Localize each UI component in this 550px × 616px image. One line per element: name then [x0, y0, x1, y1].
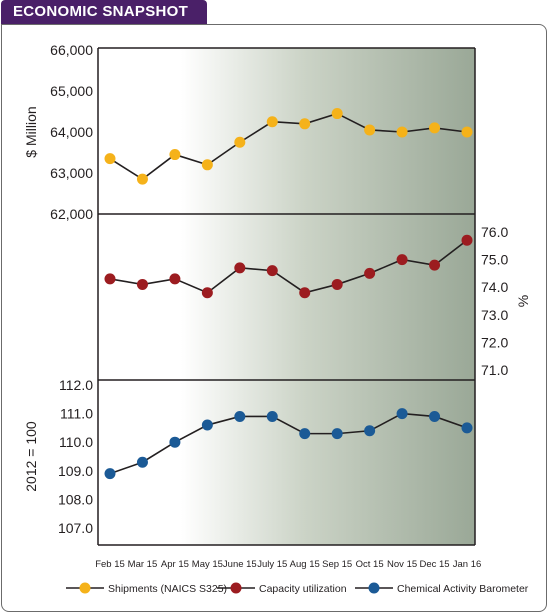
- shipments-data-point: [234, 136, 246, 148]
- shipments-data-point: [331, 108, 343, 120]
- capacity-data-point: [331, 278, 343, 290]
- cab-data-point: [201, 419, 213, 431]
- x-tick-label: June 15: [223, 559, 257, 570]
- legend-label: Capacity utilization: [259, 583, 347, 595]
- shipments-data-point: [461, 126, 473, 138]
- cab-data-point: [461, 422, 473, 434]
- cab-data-point: [266, 410, 278, 422]
- cab-data-point: [169, 436, 181, 448]
- x-tick-label: Mar 15: [128, 559, 158, 570]
- shipments-tick-label: 62,000: [50, 206, 93, 222]
- cab-data-point: [364, 425, 376, 437]
- cab-data-point: [299, 428, 311, 440]
- cab-tick-label: 112.0: [59, 377, 93, 393]
- x-tick-label: Jan 16: [453, 559, 482, 570]
- shipments-data-point: [299, 118, 311, 130]
- cab-tick-label: 109.0: [58, 463, 93, 479]
- cab-data-point: [234, 410, 246, 422]
- shipments-data-point: [136, 173, 148, 185]
- x-tick-label: Aug 15: [290, 559, 320, 570]
- shipments-data-point: [266, 116, 278, 128]
- x-tick-label: Nov 15: [387, 559, 417, 570]
- cab-data-point: [429, 410, 441, 422]
- cab-data-point: [331, 428, 343, 440]
- capacity-tick-label: 73.0: [481, 307, 508, 323]
- shipments-tick-label: 64,000: [50, 124, 93, 140]
- x-tick-label: July 15: [257, 559, 287, 570]
- x-tick-label: Feb 15: [95, 559, 125, 570]
- capacity-data-point: [136, 278, 148, 290]
- shipments-axis-label: $ Million: [23, 106, 39, 157]
- shipments-data-point: [169, 149, 181, 161]
- legend-label: Shipments (NAICS S325): [108, 583, 227, 595]
- shipments-data-point: [364, 124, 376, 136]
- shipments-tick-label: 65,000: [50, 83, 93, 99]
- cab-tick-label: 107.0: [58, 520, 93, 536]
- cab-data-point: [104, 468, 116, 480]
- cab-data-point: [136, 456, 148, 468]
- capacity-data-point: [201, 287, 213, 299]
- capacity-tick-label: 74.0: [481, 279, 508, 295]
- capacity-data-point: [104, 273, 116, 285]
- cab-tick-label: 110.0: [59, 434, 93, 450]
- x-tick-label: Sep 15: [322, 559, 352, 570]
- legend-label: Chemical Activity Barometer: [397, 583, 529, 595]
- capacity-data-point: [299, 287, 311, 299]
- shipments-tick-label: 66,000: [50, 42, 93, 58]
- x-tick-label: Apr 15: [161, 559, 189, 570]
- capacity-axis-label: %: [515, 295, 531, 307]
- cab-tick-label: 111.0: [60, 406, 93, 422]
- x-tick-label: May 15: [192, 559, 223, 570]
- capacity-data-point: [266, 265, 278, 277]
- shipments-data-point: [396, 126, 408, 138]
- shipments-data-point: [104, 153, 116, 165]
- page-title: ECONOMIC SNAPSHOT: [13, 3, 189, 20]
- capacity-data-point: [364, 267, 376, 279]
- capacity-data-point: [396, 254, 408, 266]
- header-tab: ECONOMIC SNAPSHOT: [1, 0, 207, 24]
- capacity-tick-label: 72.0: [481, 334, 508, 350]
- x-tick-label: Oct 15: [356, 559, 384, 570]
- capacity-tick-label: 76.0: [481, 224, 508, 240]
- capacity-tick-label: 71.0: [481, 362, 508, 378]
- legend-marker: [79, 582, 91, 594]
- capacity-tick-label: 75.0: [481, 252, 508, 268]
- shipments-data-point: [201, 159, 213, 171]
- cab-axis-label: 2012 = 100: [23, 421, 39, 492]
- shipments-tick-label: 63,000: [50, 165, 93, 181]
- capacity-data-point: [169, 273, 181, 285]
- chart-frame: [1, 24, 547, 612]
- x-tick-label: Dec 15: [419, 559, 449, 570]
- cab-tick-label: 108.0: [58, 491, 93, 507]
- capacity-data-point: [429, 259, 441, 271]
- legend-marker: [368, 582, 380, 594]
- legend-marker: [230, 582, 242, 594]
- cab-data-point: [396, 408, 408, 420]
- capacity-data-point: [234, 262, 246, 274]
- shipments-data-point: [429, 122, 441, 134]
- capacity-data-point: [461, 234, 473, 246]
